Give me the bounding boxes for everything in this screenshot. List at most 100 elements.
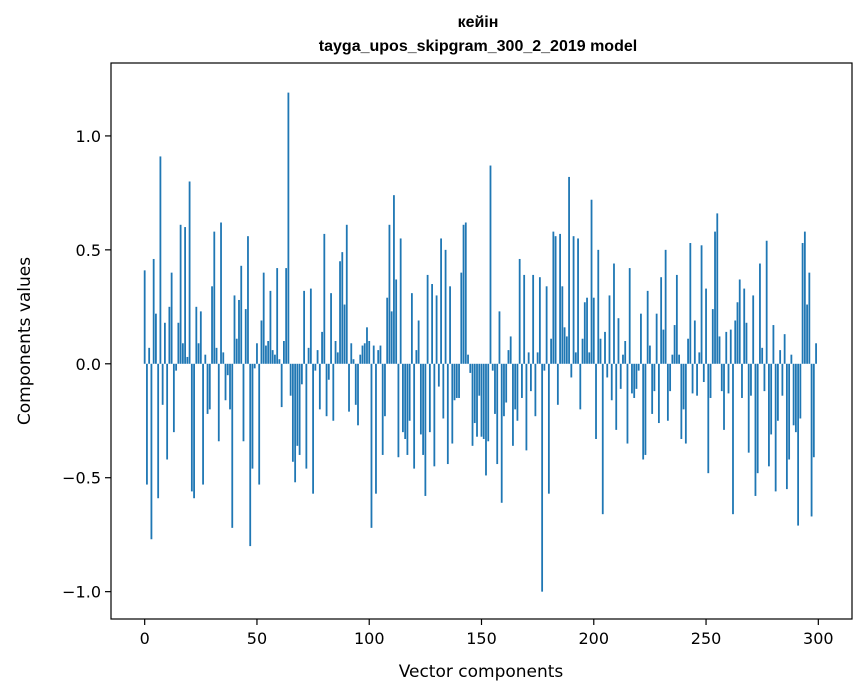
- bar: [426, 274, 429, 364]
- y-axis-ticks: −1.0 −0.5 0.0 0.5 1.0: [62, 127, 111, 602]
- bar: [413, 363, 416, 469]
- bar: [754, 363, 757, 496]
- bar: [644, 363, 647, 455]
- x-tick-label: 50: [247, 629, 267, 648]
- bar: [673, 325, 676, 364]
- bar: [761, 347, 764, 364]
- y-axis-label: Components values: [15, 257, 35, 425]
- bar: [514, 363, 517, 410]
- bar: [812, 363, 815, 458]
- bar: [637, 363, 640, 371]
- bar: [190, 363, 193, 492]
- bar: [660, 277, 663, 364]
- bar: [604, 331, 606, 364]
- bar: [260, 320, 263, 364]
- bar: [624, 341, 627, 364]
- bar: [193, 363, 195, 499]
- bar: [727, 363, 730, 394]
- y-tick-label: −1.0: [62, 583, 101, 602]
- x-tick-label: 0: [140, 629, 150, 648]
- bar: [381, 363, 384, 455]
- bar: [752, 295, 755, 364]
- bar: [276, 268, 279, 364]
- bar: [534, 363, 537, 417]
- bar: [231, 363, 234, 528]
- bar: [256, 343, 258, 364]
- bar: [336, 352, 339, 364]
- bar: [707, 363, 710, 474]
- bar: [772, 325, 775, 364]
- y-tick-label: 0.5: [76, 241, 101, 260]
- bar: [217, 363, 220, 442]
- bar: [211, 286, 213, 364]
- bar: [790, 354, 793, 364]
- bar: [671, 354, 674, 364]
- bar: [563, 327, 566, 364]
- bar: [354, 363, 357, 405]
- x-axis-label: Vector components: [399, 662, 564, 682]
- bar: [568, 176, 570, 364]
- bar: [186, 356, 189, 364]
- bar: [467, 354, 469, 364]
- bar: [803, 231, 806, 364]
- bar: [532, 274, 535, 364]
- bar: [384, 363, 386, 417]
- bar: [460, 272, 463, 364]
- bar: [538, 277, 541, 364]
- bar: [806, 304, 808, 364]
- bar: [770, 363, 773, 435]
- bar: [202, 363, 204, 485]
- bar: [792, 363, 795, 426]
- bar: [741, 363, 743, 398]
- bar: [716, 213, 719, 364]
- bar: [810, 363, 813, 517]
- bar: [269, 290, 272, 364]
- bar: [184, 227, 186, 364]
- bar: [675, 274, 678, 364]
- bar: [339, 261, 341, 364]
- bar: [300, 363, 303, 385]
- bar: [437, 363, 440, 387]
- bar: [348, 363, 350, 412]
- bar: [734, 320, 737, 364]
- bar: [691, 363, 694, 394]
- bar: [808, 272, 811, 364]
- bar: [298, 363, 301, 455]
- bar: [482, 363, 485, 439]
- bar: [736, 302, 739, 364]
- x-tick-label: 250: [691, 629, 722, 648]
- bar: [287, 92, 290, 364]
- bar: [179, 224, 182, 364]
- bar: [794, 363, 797, 433]
- bar: [312, 363, 314, 494]
- bar: [163, 322, 166, 364]
- bar: [774, 363, 777, 492]
- bar: [327, 363, 330, 380]
- bar: [314, 363, 317, 371]
- bar: [781, 363, 784, 396]
- x-axis-ticks: 0 50 100 150 200 250 300: [140, 619, 834, 648]
- bar: [152, 258, 155, 364]
- bar: [536, 352, 539, 364]
- bar: [541, 363, 544, 592]
- bar: [274, 354, 276, 364]
- bar: [815, 343, 817, 364]
- bar: [768, 363, 770, 467]
- bar: [512, 363, 514, 446]
- bar: [155, 313, 157, 364]
- x-tick-label: 200: [578, 629, 609, 648]
- bar: [150, 363, 153, 540]
- bar: [440, 238, 442, 364]
- bar: [478, 363, 481, 396]
- bar: [397, 363, 400, 458]
- bar: [352, 359, 355, 364]
- bar: [159, 156, 162, 364]
- bar: [729, 329, 732, 364]
- bar: [581, 338, 584, 364]
- bar: [664, 249, 667, 364]
- bar: [361, 345, 364, 364]
- bar: [718, 336, 721, 364]
- bar: [442, 363, 445, 419]
- bar: [662, 329, 665, 364]
- bar: [626, 363, 629, 444]
